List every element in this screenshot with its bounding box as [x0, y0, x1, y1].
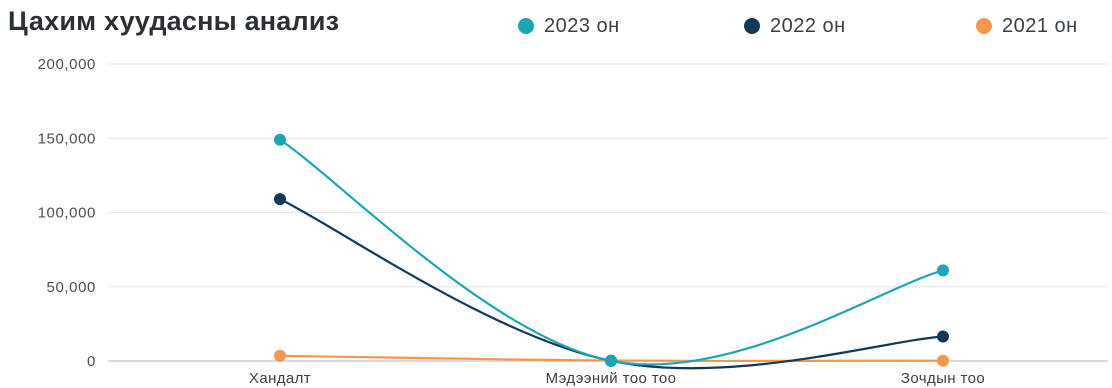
- x-tick-label: Зочдын тоо: [901, 370, 985, 387]
- series-points: [274, 133, 949, 367]
- series-line-2: [278, 198, 945, 370]
- y-axis-tick-labels: 0 50,000 100,000 150,000 200,000: [38, 56, 96, 370]
- y-tick-label: 0: [87, 353, 96, 370]
- chart-title: Цахим хуудасны анализ: [8, 6, 340, 36]
- data-point-series-3[interactable]: [937, 354, 949, 367]
- series-lines: [278, 138, 945, 370]
- x-tick-label: Хандалт: [249, 370, 311, 387]
- legend-dot-series-3: [976, 18, 992, 34]
- y-tick-label: 50,000: [47, 279, 96, 296]
- y-tick-label: 100,000: [38, 205, 96, 222]
- data-point-series-2[interactable]: [274, 193, 286, 206]
- gridlines: [108, 63, 1108, 362]
- y-tick-label: 150,000: [38, 130, 96, 147]
- legend-item-series-3[interactable]: 2021 он: [976, 12, 1078, 40]
- x-tick-label: Мэдээний тоо тоо: [546, 370, 677, 387]
- legend: 2023 он 2022 он 2021 он: [0, 12, 1112, 42]
- data-point-series-3[interactable]: [274, 349, 286, 362]
- data-point-series-1[interactable]: [274, 133, 286, 146]
- legend-item-series-2[interactable]: 2022 он: [744, 12, 846, 40]
- data-point-series-1[interactable]: [605, 354, 617, 367]
- legend-label-series-1: 2023 он: [544, 14, 620, 37]
- legend-item-series-1[interactable]: 2023 он: [518, 12, 620, 40]
- x-axis-tick-labels: Хандалт Мэдээний тоо тоо Зочдын тоо: [249, 370, 985, 387]
- legend-dot-series-2: [744, 18, 760, 34]
- legend-dot-series-1: [518, 18, 534, 34]
- legend-label-series-2: 2022 он: [770, 14, 846, 37]
- series-line-1: [278, 138, 945, 366]
- legend-label-series-3: 2021 он: [1002, 14, 1078, 37]
- data-point-series-2[interactable]: [937, 330, 949, 343]
- y-tick-label: 200,000: [38, 56, 96, 73]
- data-point-series-1[interactable]: [937, 264, 949, 277]
